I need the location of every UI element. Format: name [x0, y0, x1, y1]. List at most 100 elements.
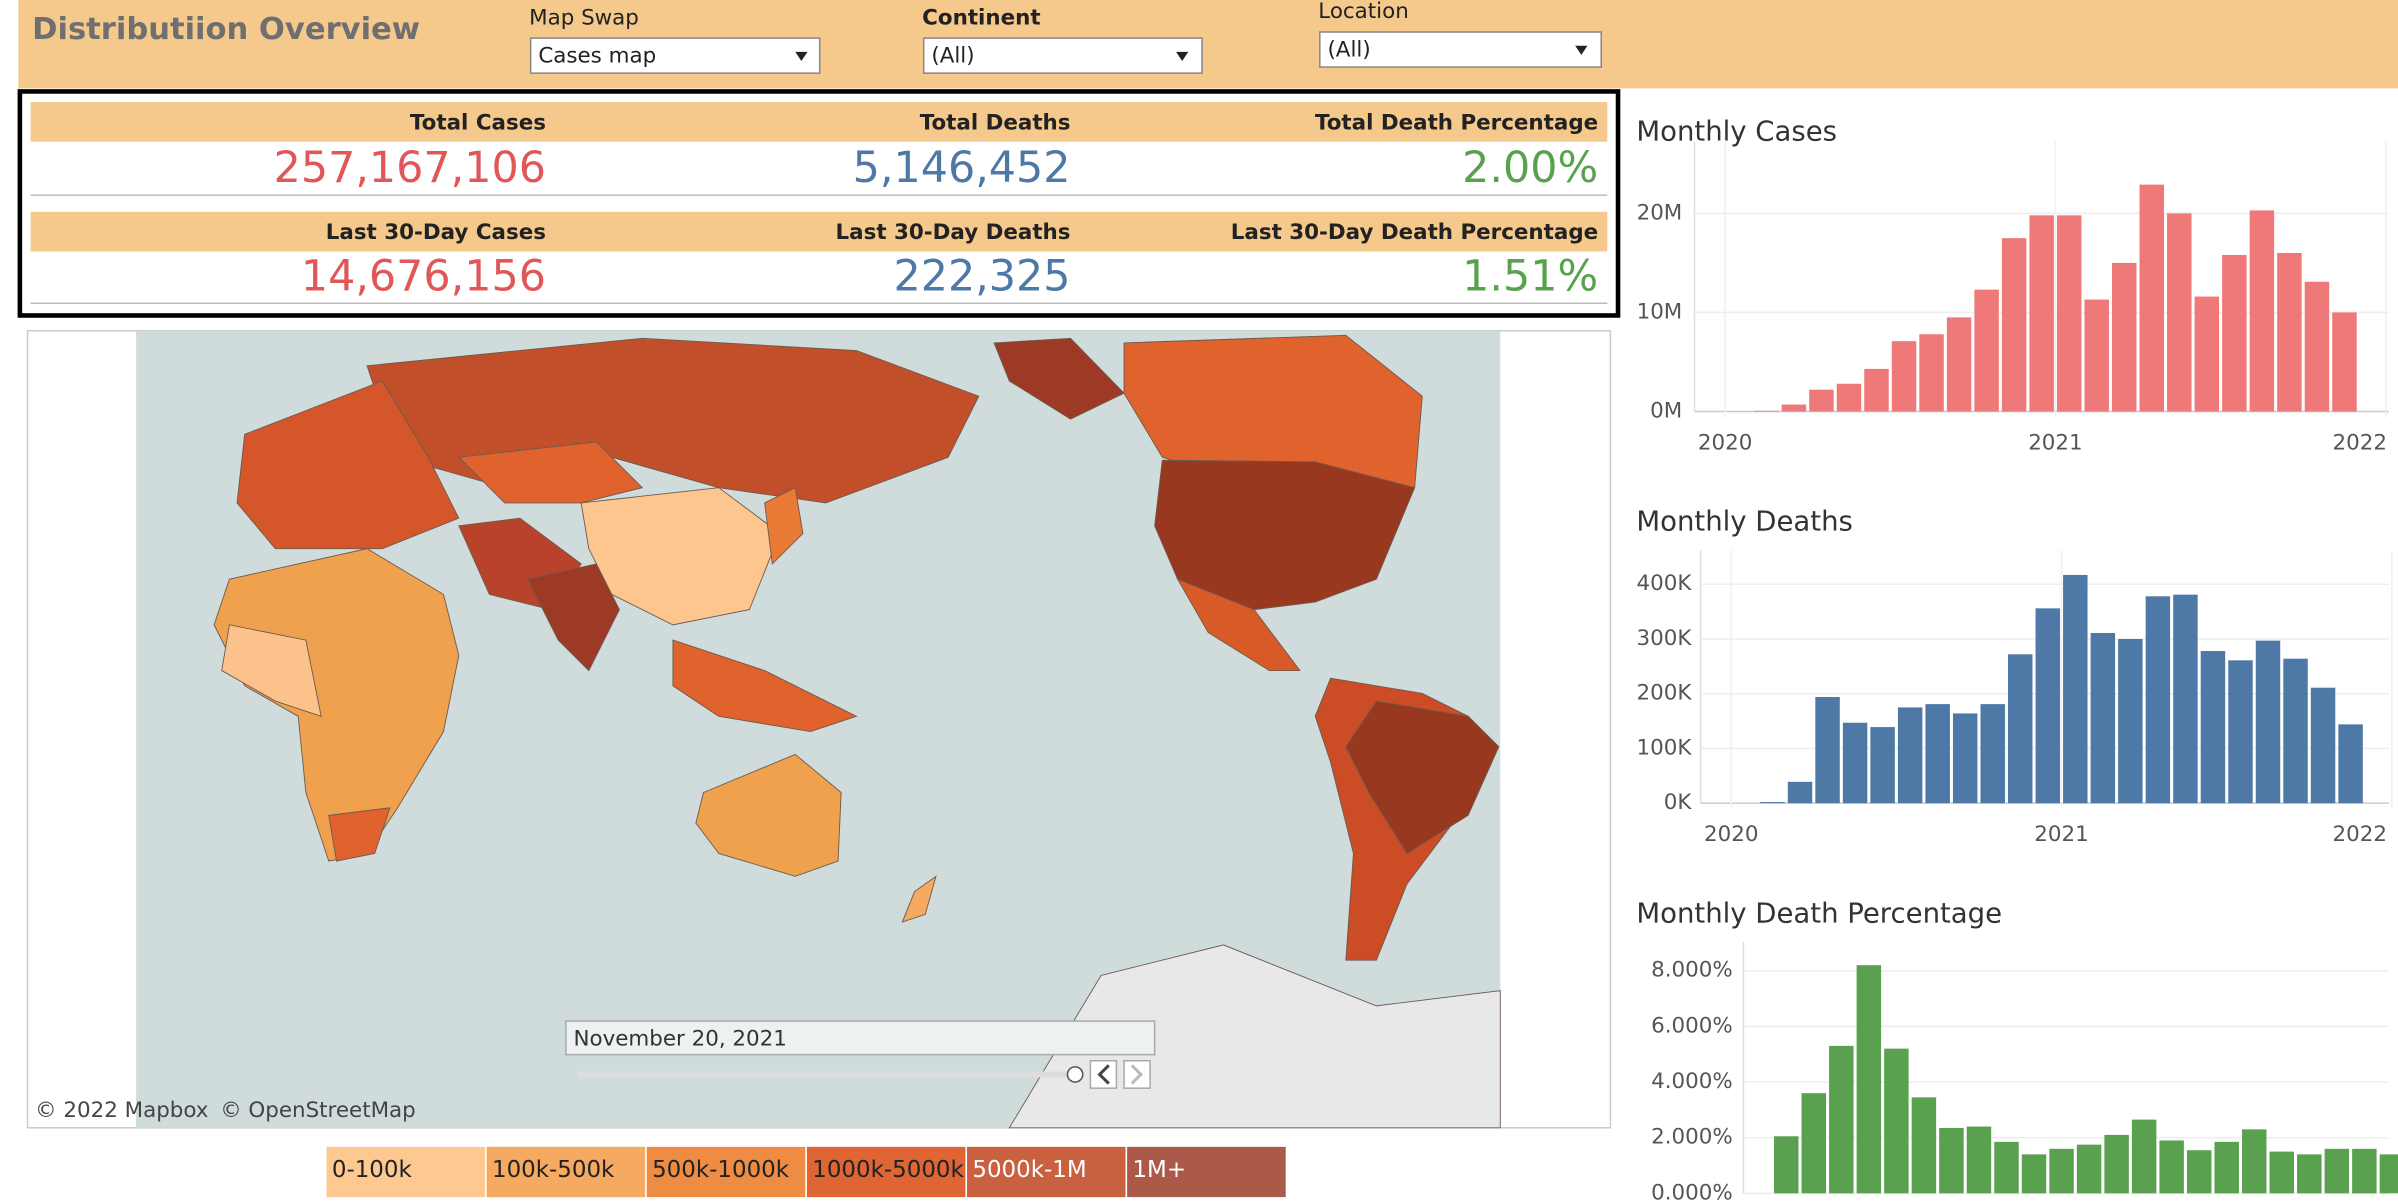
chart-title: Monthly Death Percentage [1636, 897, 2002, 929]
bar [1760, 802, 1785, 804]
x-tick-label: 2021 [2034, 822, 2088, 847]
south-africa [328, 807, 391, 862]
bar [1974, 289, 1999, 412]
filter-label: Location [1318, 0, 1409, 24]
bar [2214, 1141, 2239, 1194]
kpi-panel: Total Cases 257,167,106 Total Deaths 5,146,… [17, 89, 1621, 318]
y-tick-label: 2.000% [1651, 1125, 1733, 1150]
charts: Monthly Cases 0M 10M 20M 2020 2021 2022 Monthly… [1636, 116, 2398, 1204]
chart-title: Monthly Deaths [1636, 506, 1852, 538]
bar [2186, 1150, 2212, 1194]
bar [1980, 704, 2005, 804]
bar [1925, 704, 1950, 804]
dropdown[interactable] [529, 37, 821, 74]
x-tick-label: 2021 [2028, 431, 2082, 456]
title: Distributiion Overview [32, 12, 420, 47]
legend-swatch [805, 1145, 967, 1199]
bar [2049, 1148, 2074, 1194]
prev-icon [1097, 1064, 1110, 1085]
slider-handle[interactable] [1066, 1066, 1084, 1083]
bar [2310, 687, 2336, 804]
bar [2338, 724, 2363, 804]
dropdown-value: (All) [1327, 37, 1370, 62]
y-tick-label: 0K [1664, 790, 1693, 815]
dropdown-arrow [1575, 45, 1588, 55]
y-tick-label: 200K [1637, 681, 1693, 706]
attribution: © 2022 Mapbox [35, 1098, 208, 1123]
bar [2352, 1148, 2377, 1194]
x-tick-label: 2022 [2333, 431, 2387, 456]
bar [2131, 1119, 2157, 1194]
kpi-value: 257,167,106 [274, 143, 546, 193]
filter-label: Continent [922, 5, 1040, 30]
australia [695, 753, 842, 877]
bar [1809, 389, 1834, 412]
dropdown-arrow [1176, 51, 1189, 61]
china [580, 487, 781, 626]
y-tick-label: 4.000% [1651, 1069, 1733, 1094]
bar [2076, 1144, 2102, 1194]
dropdown-value: Cases map [538, 43, 656, 68]
bar [1891, 341, 1917, 412]
bar [2159, 1140, 2184, 1194]
prev-button[interactable] [1089, 1059, 1118, 1089]
bar [1897, 707, 1923, 804]
bar [2001, 238, 2027, 412]
bar [1815, 697, 1840, 804]
map: © 2022 Mapbox © OpenStreetMap November 2… [26, 329, 1612, 1129]
kpi-label: Total Death Percentage [1315, 110, 1598, 135]
kpi-value: 5,146,452 [853, 143, 1071, 193]
bar [1787, 781, 1813, 804]
india [526, 563, 620, 672]
bar [2249, 210, 2275, 412]
kpi-value: 1.51% [1462, 251, 1598, 301]
dropdown-arrow [795, 51, 808, 61]
southeast-asia [672, 639, 858, 733]
bar [2021, 1154, 2047, 1194]
legend-label: 0-100k [332, 1157, 413, 1183]
y-tick-label: 400K [1637, 571, 1693, 596]
legend-swatch [645, 1145, 807, 1199]
bar [2008, 654, 2033, 804]
next-button[interactable] [1123, 1059, 1151, 1089]
attribution: © OpenStreetMap [220, 1098, 416, 1123]
legend-swatch [1125, 1145, 1288, 1199]
bar [2035, 608, 2061, 804]
bar [2242, 1129, 2267, 1194]
bar [2255, 640, 2281, 804]
bar [2332, 312, 2357, 412]
dropdown[interactable] [1319, 31, 1602, 68]
bar [2063, 574, 2088, 804]
dropdown[interactable] [922, 37, 1203, 74]
legend-label: 1000k-5000k [812, 1157, 964, 1183]
y-tick-label: 6.000% [1651, 1013, 1733, 1038]
bar [1939, 1127, 1964, 1194]
y-tick-label: 10M [1637, 299, 1683, 324]
bar [2277, 252, 2302, 412]
bar [1994, 1141, 2019, 1194]
y-tick-label: 300K [1637, 626, 1693, 651]
x-tick-label: 2022 [2333, 822, 2387, 847]
bar [2304, 281, 2330, 412]
legend-label: 1M+ [1132, 1157, 1186, 1183]
bar [2112, 262, 2137, 412]
kpi-value: 222,325 [894, 251, 1071, 301]
x-tick-label: 2020 [1698, 431, 1752, 456]
header-bar [18, 0, 2398, 89]
date-box[interactable] [565, 1020, 1156, 1056]
bar [2090, 632, 2116, 804]
bar [2118, 638, 2143, 804]
bar [2173, 594, 2198, 804]
bar [2029, 215, 2054, 412]
bar [2167, 213, 2192, 412]
legend-swatch [965, 1145, 1128, 1199]
bar [1842, 722, 1868, 804]
y-tick-label: 8.000% [1651, 958, 1733, 983]
kpi-value: 14,676,156 [301, 251, 546, 301]
bar [2104, 1134, 2129, 1194]
next-icon [1130, 1064, 1144, 1085]
x-tick-label: 2020 [1704, 822, 1758, 847]
bar [2324, 1148, 2350, 1194]
bar [2269, 1151, 2295, 1194]
